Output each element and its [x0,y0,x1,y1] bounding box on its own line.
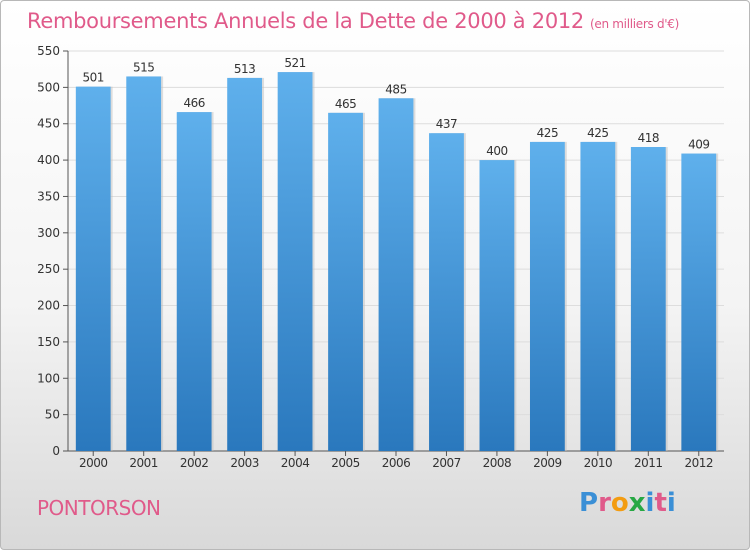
bar [681,153,717,451]
x-tick-label: 2012 [684,456,713,470]
bar [580,141,616,451]
bar [227,77,263,451]
brand-letter: t [654,488,667,518]
data-label: 501 [83,71,104,85]
bar [328,112,363,452]
x-tick-label: 2001 [129,456,158,470]
brand-letter: r [598,488,611,518]
chart-subtitle: (en milliers d'€) [590,17,680,31]
x-tick-label: 2005 [331,456,360,470]
chart-title-text: Remboursements Annuels de la Dette de 20… [27,9,584,33]
bar [277,72,313,451]
data-label: 465 [335,97,356,111]
chart-title: Remboursements Annuels de la Dette de 20… [27,9,679,33]
y-tick-label: 550 [37,44,60,58]
data-label: 418 [638,131,659,145]
data-label: 513 [234,62,255,76]
y-axis-ticks: 0 50 100 150 200 250 300 350 400 450 500 550 [37,44,68,458]
bars [75,72,719,452]
y-tick-label: 300 [37,226,60,240]
data-label: 425 [587,126,608,140]
bar [75,86,111,452]
data-label: 437 [436,117,457,131]
x-tick-label: 2009 [533,456,562,470]
y-tick-label: 250 [37,262,60,276]
data-label: 515 [133,60,154,74]
bar [126,76,162,452]
data-label: 521 [284,56,305,70]
bar [630,147,666,451]
data-label: 485 [385,82,406,96]
bar [429,133,464,451]
proxiti-logo: Proxiti [579,488,676,518]
data-label: 425 [537,126,558,140]
x-tick-label: 2007 [432,456,461,470]
brand-letter: x [628,488,646,518]
y-tick-label: 450 [37,117,60,131]
bar [529,141,565,451]
data-labels: 501 515 466 513 521 465 485 437 400 425 425 418 409 [83,56,710,158]
brand-letter: i [645,488,655,518]
x-axis-ticks: 2000 2001 2002 2003 2004 2005 2006 2007 2008 2009… [79,451,714,470]
x-tick-label: 2006 [382,456,411,470]
y-tick-label: 100 [37,371,60,385]
town-name: PONTORSON [37,496,161,520]
y-tick-label: 350 [37,189,60,203]
brand-letter: o [610,488,629,518]
y-tick-label: 50 [45,408,60,422]
y-tick-label: 150 [37,335,60,349]
data-label: 400 [486,144,507,158]
data-label: 466 [183,96,204,110]
bar [479,160,515,451]
x-tick-label: 2003 [230,456,259,470]
x-tick-label: 2004 [281,456,310,470]
brand-letter: i [666,488,676,518]
y-tick-label: 500 [37,80,60,94]
y-tick-label: 200 [37,299,60,313]
x-tick-label: 2008 [483,456,512,470]
x-tick-label: 2000 [79,456,108,470]
brand-letter: P [579,488,599,518]
bar [176,112,212,451]
x-tick-label: 2002 [180,456,209,470]
bar [378,98,414,451]
y-tick-label: 0 [52,444,60,458]
x-tick-label: 2011 [634,456,663,470]
x-tick-label: 2010 [584,456,613,470]
data-label: 409 [688,138,709,152]
y-tick-label: 400 [37,153,60,167]
